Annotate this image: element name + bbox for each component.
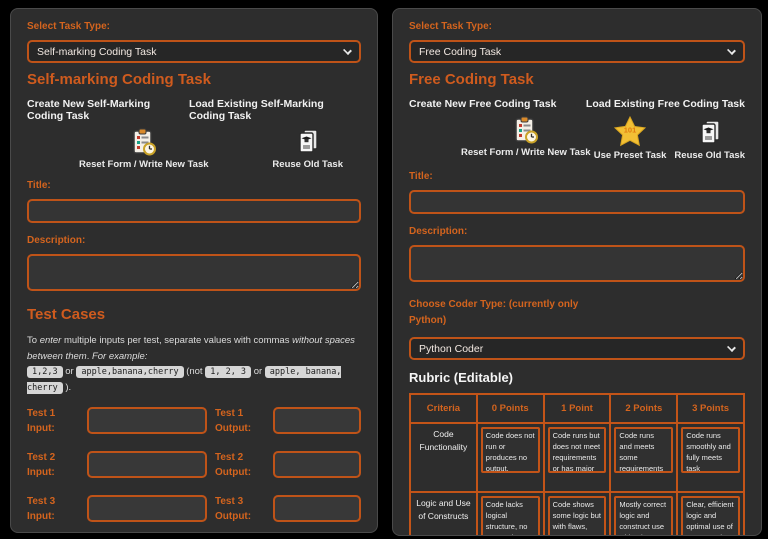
- test-3-output[interactable]: [273, 495, 361, 523]
- rubric-criteria: Code Functionality: [409, 422, 478, 493]
- test-1-output[interactable]: [273, 407, 361, 435]
- test-output-label: Test 1 Output:: [215, 406, 265, 436]
- description-label: Description:: [27, 235, 86, 246]
- reuse-old-label: Reuse Old Task: [674, 150, 745, 161]
- coder-type-label-line2: Python): [409, 315, 447, 326]
- coder-type-label: Choose Coder Type: (currently only Pytho…: [409, 297, 609, 329]
- clipboard-check-icon: [133, 128, 157, 156]
- instr-text: multiple inputs per test, separate value…: [61, 335, 293, 346]
- coder-type-select[interactable]: Python Coder: [409, 337, 745, 360]
- star-number: 101: [624, 126, 637, 135]
- task-type-select-wrap: Self-marking Coding Task: [27, 40, 361, 63]
- description-textarea[interactable]: [409, 245, 745, 282]
- rubric-table: Criteria 0 Points 1 Point 2 Points 3 Poi…: [409, 393, 745, 535]
- load-existing-label: Load Existing Free Coding Task: [585, 98, 745, 110]
- reset-form-label: Reset Form / Write New Task: [79, 159, 209, 170]
- description-textarea[interactable]: [27, 254, 361, 291]
- self-marking-task-panel: Select Task Type: Self-marking Coding Ta…: [10, 8, 378, 533]
- instr-text: or: [253, 366, 263, 378]
- example-chip: 1,2,3: [27, 366, 63, 379]
- panel-heading: Self-marking Coding Task: [27, 71, 211, 88]
- documents-icon: [299, 129, 318, 153]
- create-new-label: Create New Self-Marking Coding Task: [27, 98, 151, 122]
- rubric-cell-textarea[interactable]: Clear, efficient logic and optimal use o…: [681, 496, 740, 535]
- instr-text: To: [27, 335, 40, 346]
- test-output-bottom: Output:: [215, 510, 252, 522]
- instr-italic: without spaces between them: [27, 335, 355, 362]
- test-output-top: Test 1: [215, 407, 244, 419]
- rubric-header-0pt: 0 Points: [475, 393, 545, 424]
- instr-italic: enter: [39, 335, 62, 346]
- test-input-label: Test 3 Input:: [27, 495, 56, 522]
- instr-text: (not: [186, 366, 203, 378]
- rubric-header-criteria: Criteria: [409, 393, 478, 424]
- test-output-label: Test 2 Output:: [215, 450, 265, 480]
- test-2-output[interactable]: [273, 451, 361, 479]
- rubric-cell-textarea[interactable]: Code runs smoothly and fully meets task …: [681, 427, 740, 473]
- rubric-cell-textarea[interactable]: Code lacks logical structure, no appropr…: [480, 496, 540, 535]
- rubric-cell-textarea[interactable]: Code runs and meets some requirements bu…: [614, 427, 674, 473]
- example-chip: apple,banana,cherry: [76, 366, 184, 379]
- rubric-cell-textarea[interactable]: Code shows some logic but with flaws, co…: [547, 496, 607, 535]
- task-type-label: Select Task Type:: [409, 21, 492, 32]
- title-label: Title:: [409, 171, 433, 182]
- reset-form-button[interactable]: Reset Form / Write New Task: [461, 116, 591, 161]
- task-type-select[interactable]: Self-marking Coding Task: [27, 40, 361, 63]
- reuse-old-task-button[interactable]: Reuse Old Task: [674, 119, 745, 161]
- rubric-criteria: Logic and Use of Constructs: [409, 491, 478, 535]
- rubric-row: Logic and Use of Constructs Code lacks l…: [409, 491, 745, 535]
- reset-form-button[interactable]: Reset Form / Write New Task: [79, 128, 209, 170]
- documents-icon: [701, 120, 720, 144]
- use-preset-label: Use Preset Task: [593, 150, 667, 161]
- rubric-cell-textarea[interactable]: Code does not run or produces no output.: [480, 427, 540, 473]
- test-output-bottom: Output:: [215, 422, 252, 434]
- test-2-input[interactable]: [87, 451, 207, 479]
- test-output-label: Test 3 Output:: [215, 494, 265, 524]
- instr-text: ).: [65, 382, 72, 394]
- coder-type-label-line1: Choose Coder Type: (currently only: [409, 299, 579, 310]
- description-label: Description:: [409, 226, 468, 237]
- instr-text: .: [86, 350, 92, 362]
- rubric-header-3pt: 3 Points: [676, 393, 745, 424]
- panel-heading: Free Coding Task: [409, 71, 534, 88]
- reset-form-label: Reset Form / Write New Task: [461, 147, 591, 158]
- test-1-input[interactable]: [87, 407, 207, 435]
- test-cases-heading: Test Cases: [27, 306, 106, 323]
- clipboard-check-icon: [515, 116, 539, 144]
- title-input[interactable]: [409, 190, 745, 214]
- rubric-header-2pt: 2 Points: [609, 393, 679, 424]
- instr-text: or: [65, 366, 74, 378]
- test-cases-grid: Test 1 Input: Test 1 Output: Test 2 Input…: [27, 406, 361, 532]
- test-3-input[interactable]: [87, 495, 207, 523]
- instr-italic: For example:: [91, 350, 148, 362]
- example-chip: apple, banana, cherry: [27, 366, 342, 395]
- title-input[interactable]: [27, 199, 361, 223]
- test-output-top: Test 2: [215, 451, 244, 463]
- test-cases-instructions: To enter multiple inputs per test, separ…: [27, 333, 361, 396]
- example-chip: 1, 2, 3: [205, 366, 252, 379]
- test-output-bottom: Output:: [215, 466, 252, 478]
- reuse-old-label: Reuse Old Task: [272, 159, 343, 170]
- task-type-label: Select Task Type:: [27, 21, 110, 32]
- rubric-cell-textarea[interactable]: Mostly correct logic and construct use w…: [614, 496, 674, 535]
- test-output-top: Test 3: [215, 495, 244, 507]
- test-input-label: Test 1 Input:: [27, 407, 56, 434]
- load-existing-label: Load Existing Self-Marking Coding Task: [188, 98, 324, 122]
- task-type-select[interactable]: Free Coding Task: [409, 40, 745, 63]
- title-label: Title:: [27, 180, 51, 191]
- coder-type-select-wrap: Python Coder: [409, 337, 745, 360]
- rubric-row: Code Functionality Code does not run or …: [409, 422, 745, 493]
- rubric-header-1pt: 1 Point: [542, 393, 612, 424]
- star-badge-icon: 101: [613, 116, 647, 147]
- create-new-label: Create New Free Coding Task: [409, 98, 557, 110]
- use-preset-task-button[interactable]: 101 Use Preset Task: [593, 116, 667, 161]
- reuse-old-task-button[interactable]: Reuse Old Task: [272, 128, 343, 170]
- rubric-heading: Rubric (Editable): [409, 370, 514, 385]
- task-type-select-wrap: Free Coding Task: [409, 40, 745, 63]
- rubric-cell-textarea[interactable]: Code runs but does not meet requirements…: [547, 427, 607, 473]
- test-input-label: Test 2 Input:: [27, 451, 56, 478]
- free-coding-task-panel: Select Task Type: Free Coding Task Free …: [392, 8, 762, 536]
